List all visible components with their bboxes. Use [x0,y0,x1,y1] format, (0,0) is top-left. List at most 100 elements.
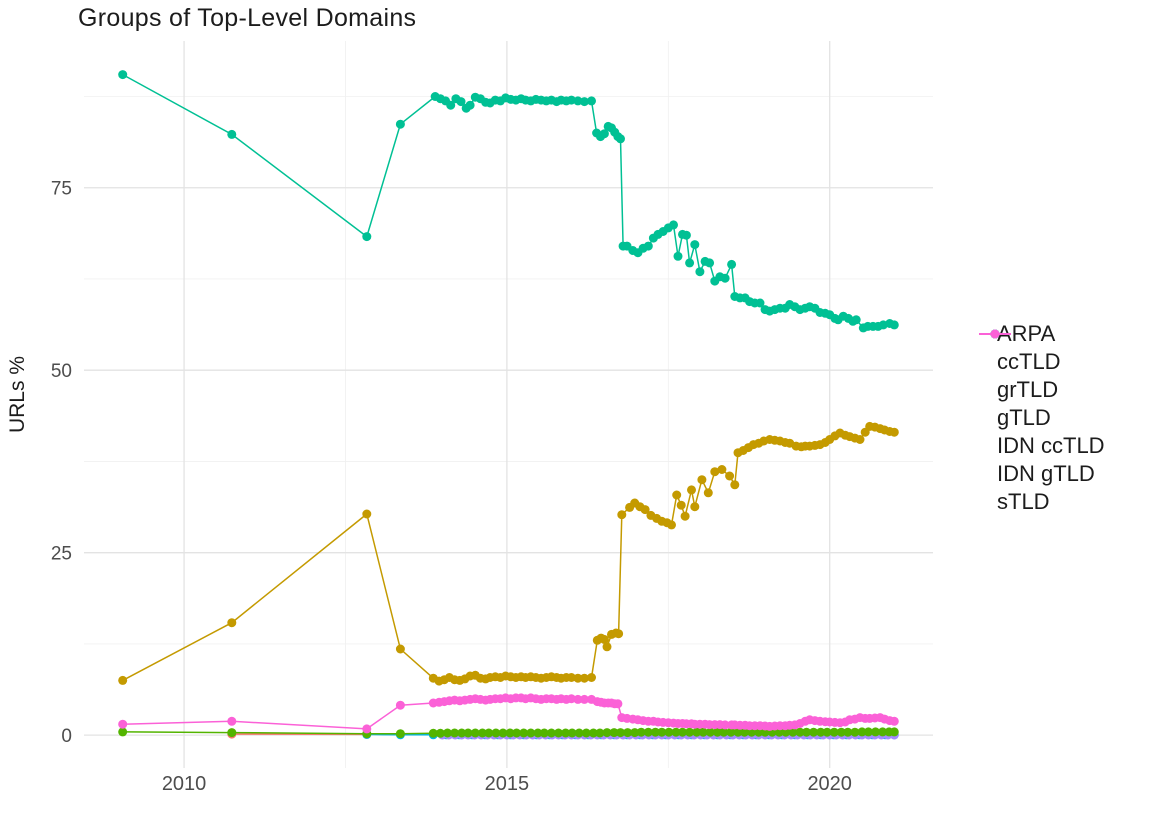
data-point-grTLD [889,727,899,737]
data-point-gTLD [587,96,596,106]
legend-item-idn-cctld: IDN ccTLD [978,329,1105,460]
data-point-ccTLD [730,480,740,490]
data-point-grTLD [533,728,543,738]
y-tick-label: 0 [61,726,72,747]
data-point-gTLD [673,251,683,261]
data-point-grTLD [561,728,571,738]
data-point-ccTLD [672,490,682,500]
y-tick-label: 25 [51,544,72,565]
data-point-grTLD [588,728,598,738]
data-point-gTLD [643,241,653,251]
data-point-grTLD [698,727,708,737]
legend-item-gtld: gTLD [978,329,1105,432]
data-point-ccTLD [118,675,128,685]
data-point-ccTLD [680,511,690,521]
data-point-sTLD [579,694,589,704]
data-point-grTLD [788,727,798,737]
data-point-gTLD [456,97,466,107]
data-point-gTLD [599,129,609,139]
data-point-grTLD [843,727,853,737]
data-point-ccTLD [602,642,612,652]
data-point-grTLD [450,728,460,738]
data-point-grTLD [609,728,619,738]
data-point-grTLD [740,727,749,737]
data-point-ccTLD [573,673,583,683]
data-point-sTLD [227,716,237,726]
data-point-grTLD [657,727,667,737]
legend-item-idn-gtld: IDN gTLD [978,329,1105,488]
data-point-ccTLD [703,488,713,498]
data-point-ccTLD [579,673,589,683]
data-point-sTLD [362,724,372,734]
data-point-grTLD [795,727,805,737]
data-point-grTLD [871,727,880,737]
data-point-grTLD [712,727,722,737]
data-point-ccTLD [697,475,707,485]
data-point-grTLD [719,727,729,737]
data-point-grTLD [443,728,452,738]
data-point-ccTLD [614,629,624,639]
legend-item-grtld: grTLD [978,329,1105,404]
y-tick-label: 50 [51,361,72,382]
data-point-gTLD [362,232,372,242]
data-point-ccTLD [566,673,576,682]
data-point-ccTLD [690,502,700,512]
data-point-grTLD [816,727,826,737]
legend: ARPA ccTLD grTLD gTLD IDN ccTLD IDN gTLD sTLD [978,320,1105,516]
data-point-grTLD [630,728,640,738]
data-point-ccTLD [855,435,865,444]
data-point-grTLD [809,727,819,737]
data-point-grTLD [519,728,529,738]
legend-key-icon [979,329,1011,339]
data-point-grTLD [671,727,681,737]
data-point-grTLD [802,727,811,737]
data-point-grTLD [685,727,695,737]
series-line-gTLD [122,73,895,329]
data-point-grTLD [118,727,128,737]
data-point-gTLD [889,320,899,330]
x-tick-label: 2020 [807,773,852,795]
data-point-gTLD [851,315,861,325]
data-point-grTLD [774,727,784,737]
data-point-ccTLD [725,471,735,481]
data-point-gTLD [465,100,475,110]
legend-label: ccTLD [997,349,1061,374]
data-point-ccTLD [640,505,650,515]
data-point-grTLD [395,729,405,739]
data-point-sTLD [613,699,623,709]
data-point-grTLD [822,727,832,737]
data-point-gTLD [616,134,625,144]
data-point-gTLD [690,240,700,250]
data-point-sTLD [118,719,128,729]
legend-label: grTLD [997,377,1059,402]
data-point-ccTLD [395,644,405,654]
data-point-grTLD [227,728,237,738]
data-point-grTLD [863,727,873,737]
data-point-grTLD [595,728,605,738]
data-point-gTLD [118,70,128,80]
data-point-grTLD [705,727,715,737]
data-point-grTLD [781,727,791,737]
data-point-grTLD [498,728,508,738]
data-point-grTLD [567,728,577,738]
data-point-gTLD [579,97,589,107]
data-point-gTLD [681,230,691,240]
legend-item-cctld: ccTLD [978,329,1105,376]
data-point-sTLD [395,700,405,710]
data-point-grTLD [636,727,646,737]
legend-label: sTLD [997,489,1050,514]
data-point-grTLD [692,727,702,737]
data-point-gTLD [395,119,405,129]
data-point-ccTLD [362,509,372,519]
data-point-grTLD [836,727,846,737]
chart-title: Groups of Top-Level Domains [78,4,417,32]
data-point-grTLD [554,728,563,738]
data-point-grTLD [574,728,584,738]
data-point-gTLD [720,273,730,283]
data-point-grTLD [650,727,660,737]
data-point-ccTLD [676,500,686,510]
x-tick-label: 2015 [485,773,530,795]
data-point-sTLD [566,694,576,704]
